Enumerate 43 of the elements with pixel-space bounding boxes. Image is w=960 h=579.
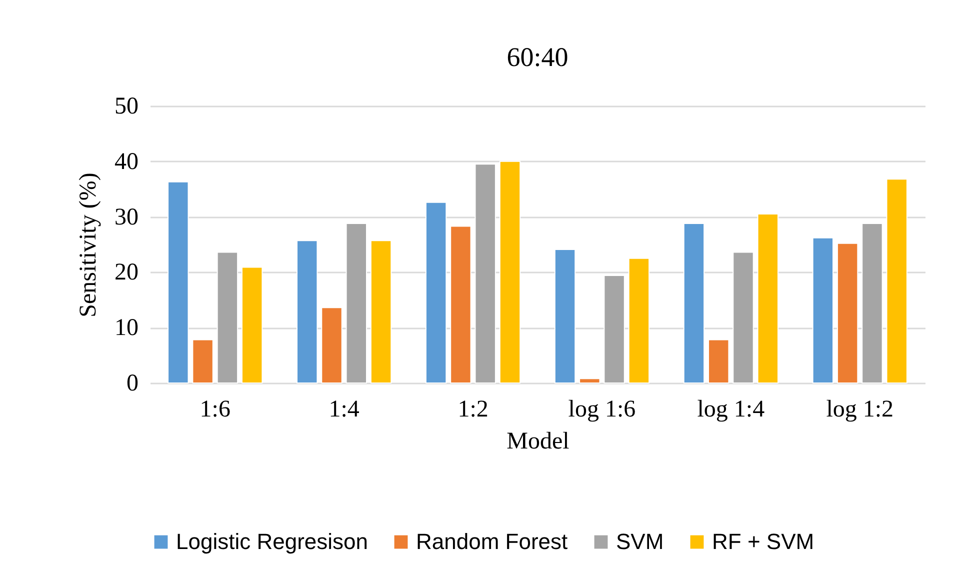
legend-label: RF + SVM bbox=[712, 529, 814, 554]
bar bbox=[554, 248, 576, 384]
legend-label: SVM bbox=[616, 529, 664, 554]
x-tick-label: log 1:2 bbox=[826, 396, 894, 422]
bar bbox=[628, 258, 650, 384]
y-tick-label: 40 bbox=[114, 148, 138, 175]
bar bbox=[708, 339, 730, 384]
bar bbox=[216, 252, 238, 384]
bar bbox=[425, 202, 447, 384]
x-tick-label: 1:4 bbox=[328, 396, 360, 422]
y-tick-label: 10 bbox=[114, 315, 138, 342]
bar bbox=[474, 164, 496, 384]
bar bbox=[862, 222, 883, 384]
bar bbox=[499, 160, 521, 384]
bar bbox=[168, 181, 189, 384]
bar bbox=[604, 275, 625, 384]
x-tick-label: log 1:6 bbox=[568, 396, 636, 422]
x-tick-label: 1:2 bbox=[458, 396, 488, 422]
bar bbox=[241, 266, 263, 384]
x-tick-label: 1:6 bbox=[200, 396, 230, 422]
bar bbox=[579, 378, 600, 384]
y-tick-label: 20 bbox=[114, 260, 138, 286]
x-tick-label: log 1:4 bbox=[697, 396, 765, 422]
y-tick-label: 0 bbox=[126, 370, 138, 396]
bar bbox=[450, 226, 472, 384]
bar bbox=[732, 252, 754, 384]
legend-label: Logistic Regresison bbox=[176, 529, 368, 554]
legend-label: Random Forest bbox=[416, 529, 568, 554]
bar bbox=[346, 222, 367, 384]
x-axis-title: Model bbox=[506, 428, 570, 454]
bar bbox=[321, 307, 342, 384]
y-tick-label: 50 bbox=[114, 94, 138, 120]
chart-title: 60:40 bbox=[506, 42, 568, 72]
bar bbox=[812, 237, 834, 384]
bar bbox=[836, 242, 858, 384]
bar bbox=[296, 240, 318, 384]
y-tick-label: 30 bbox=[114, 204, 138, 230]
bar bbox=[192, 339, 214, 384]
bar bbox=[370, 240, 392, 384]
y-axis-title: Sensitivity (%) bbox=[76, 172, 102, 318]
bar bbox=[886, 178, 908, 384]
bar bbox=[683, 222, 705, 384]
bar bbox=[757, 214, 778, 384]
